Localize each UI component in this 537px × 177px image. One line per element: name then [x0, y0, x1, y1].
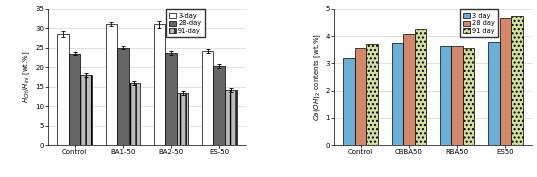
Legend: 3 day, 28 day, 91 day: 3 day, 28 day, 91 day — [460, 9, 498, 38]
Bar — [440, 46, 451, 145]
Bar — [499, 18, 511, 145]
Y-axis label: $H_{CH}/H_{ini}$ [wt.%]: $H_{CH}/H_{ini}$ [wt.%] — [22, 51, 32, 103]
Bar — [129, 83, 140, 145]
Bar — [69, 54, 81, 145]
Bar — [105, 24, 117, 145]
Y-axis label: $Ca(OH)_2$ contents [wt.%]: $Ca(OH)_2$ contents [wt.%] — [313, 33, 323, 121]
Bar — [154, 24, 165, 145]
Bar — [117, 48, 129, 145]
Bar — [214, 66, 225, 145]
Bar — [225, 90, 237, 145]
Bar — [451, 46, 463, 145]
Bar — [511, 16, 523, 145]
Legend: 3-day, 28-day, 91-day: 3-day, 28-day, 91-day — [166, 9, 205, 38]
Bar — [81, 75, 92, 145]
Bar — [177, 93, 188, 145]
Bar — [202, 51, 214, 145]
Bar — [343, 58, 355, 145]
Bar — [488, 42, 499, 145]
Bar — [366, 44, 378, 145]
Bar — [403, 34, 415, 145]
Bar — [391, 43, 403, 145]
Bar — [355, 48, 366, 145]
Bar — [463, 48, 475, 145]
Bar — [57, 34, 69, 145]
Bar — [415, 29, 426, 145]
Bar — [165, 53, 177, 145]
